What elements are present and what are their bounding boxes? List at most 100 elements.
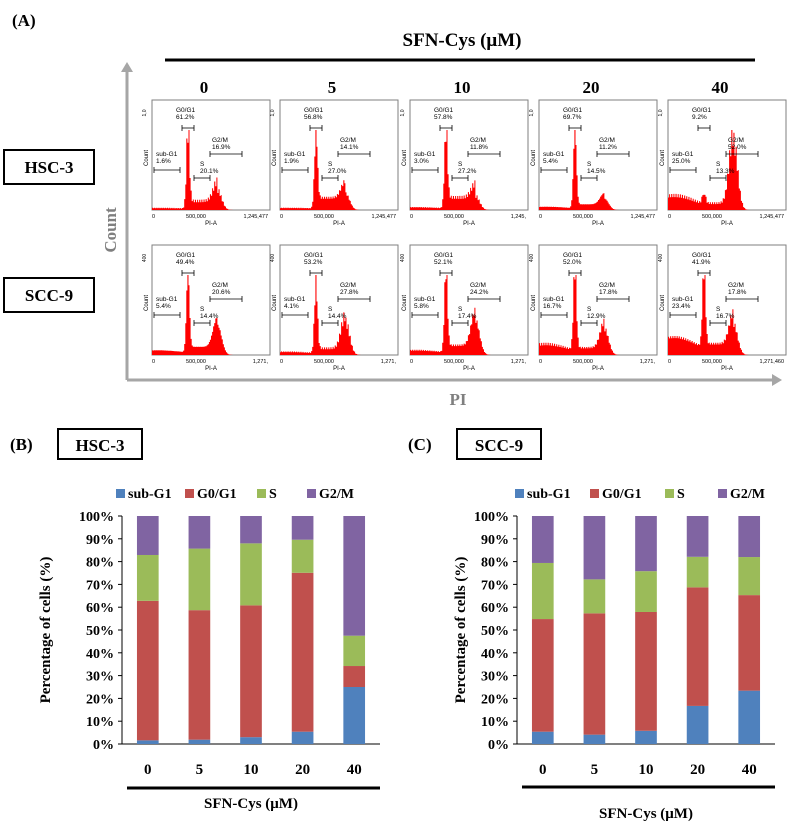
subg1-gate-label: sub-G1 — [414, 296, 436, 303]
histogram-x-label: PI-A — [333, 366, 345, 372]
histogram-x-tick: 500,000 — [314, 359, 334, 365]
subg1-gate-label: sub-G1 — [543, 296, 565, 303]
y-tick-label: 30% — [86, 670, 114, 685]
histogram-trace — [668, 130, 786, 210]
concentration-label: 40 — [712, 78, 729, 97]
bar-segment-s — [635, 571, 657, 612]
y-tick-label: 30% — [481, 670, 509, 685]
y-tick-label: 0% — [488, 738, 509, 753]
chart-title-box — [456, 428, 542, 460]
histogram-x-tick: 0 — [152, 214, 155, 220]
y-tick-label: 40% — [86, 647, 114, 662]
g2m-gate-value: 17.8% — [599, 289, 618, 296]
g2m-gate-value: 24.2% — [470, 289, 489, 296]
subg1-gate-label: sub-G1 — [672, 151, 694, 158]
cell-line-box — [3, 277, 95, 313]
cell-line-label: HSC-3 — [24, 158, 73, 177]
subg1-gate-value: 1.9% — [284, 158, 299, 165]
g0g1-gate-value: 52.0% — [563, 259, 582, 266]
bar-segment-g2m — [738, 516, 761, 558]
g2m-gate-value: 14.1% — [340, 144, 359, 151]
g2m-gate-label: G2/M — [599, 282, 615, 289]
histogram-y-label: Count — [531, 150, 537, 166]
s-gate-label: S — [716, 306, 721, 313]
g0g1-gate-value: 56.8% — [304, 114, 323, 121]
y-tick-label: 90% — [86, 533, 114, 548]
histogram-y-tick: 400 — [400, 254, 406, 263]
y-tick-label: 70% — [481, 578, 509, 593]
bar-segment-g0g1 — [343, 666, 366, 687]
histogram-x-tick: 0 — [152, 359, 155, 365]
legend-swatch — [257, 489, 266, 498]
s-gate-label: S — [458, 306, 463, 313]
bar-segment-g0g1 — [188, 610, 211, 740]
histogram-y-label: Count — [144, 295, 150, 311]
y-tick-label: 20% — [86, 692, 114, 707]
y-tick-label: 70% — [86, 578, 114, 593]
s-gate-label: S — [458, 161, 463, 168]
bar-segment-subg1 — [738, 690, 761, 744]
bar-segment-s — [531, 562, 554, 620]
concentration-label: 20 — [583, 78, 600, 97]
histogram-x-tick: 500,000 — [573, 359, 593, 365]
histogram-x-tick: 1,271, — [253, 359, 269, 365]
bar-segment-g0g1 — [136, 600, 159, 741]
bar-segment-g0g1 — [583, 613, 606, 735]
g2m-gate-value: 20.6% — [212, 289, 231, 296]
histogram-x-tick: 500,000 — [186, 214, 206, 220]
x-tick-label: 40 — [742, 762, 757, 778]
bar-segment-subg1 — [136, 740, 159, 744]
bar-segment-s — [291, 539, 314, 573]
histogram-frame — [538, 99, 658, 211]
subg1-gate-label: sub-G1 — [156, 151, 178, 158]
y-axis-title: Percentage of cells (%) — [453, 557, 469, 704]
cell-line-box — [3, 149, 95, 185]
bar-segment-subg1 — [583, 734, 606, 744]
s-gate-label: S — [328, 306, 333, 313]
s-gate-label: S — [587, 161, 592, 168]
histogram-y-label: Count — [402, 295, 408, 311]
x-tick-label: 10 — [639, 762, 654, 778]
x-tick-label: 0 — [539, 762, 547, 778]
histogram-y-label: Count — [531, 295, 537, 311]
x-tick-label: 5 — [591, 762, 599, 778]
s-gate-value: 17.4% — [458, 313, 477, 320]
g0g1-gate-label: G0/G1 — [434, 107, 454, 114]
histogram-x-tick: 500,000 — [702, 359, 722, 365]
x-axis-title: SFN-Cys (μM) — [204, 796, 298, 812]
panel-a-label: (A) — [12, 11, 36, 30]
concentration-labels: 0 5 10 20 40 — [200, 78, 729, 97]
g2m-gate-value: 16.9% — [212, 144, 231, 151]
subg1-gate-value: 4.1% — [284, 303, 299, 310]
g0g1-gate-value: 9.2% — [692, 114, 707, 121]
subg1-gate-label: sub-G1 — [414, 151, 436, 158]
histogram-y-label: Count — [402, 150, 408, 166]
histogram-x-label: PI-A — [592, 366, 604, 372]
histogram-x-tick: 0 — [280, 214, 283, 220]
g2m-gate-label: G2/M — [470, 282, 486, 289]
histogram-y-label: Count — [144, 150, 150, 166]
bar-segment-g0g1 — [686, 587, 709, 706]
histogram-x-tick: 500,000 — [444, 214, 464, 220]
legend-swatch — [590, 489, 599, 498]
legend-swatch — [718, 489, 727, 498]
histogram-y-tick: 1,0 — [142, 109, 148, 116]
s-gate-value: 14.5% — [587, 168, 606, 175]
histogram-x-tick: 500,000 — [444, 359, 464, 365]
g0g1-gate-value: 69.7% — [563, 114, 582, 121]
bar-segment-subg1 — [343, 687, 366, 744]
g0g1-gate-label: G0/G1 — [563, 252, 583, 259]
y-tick-label: 60% — [86, 601, 114, 616]
bar-segment-subg1 — [240, 737, 262, 744]
histogram-x-tick: 0 — [410, 214, 413, 220]
x-axis-title: SFN-Cys (μM) — [599, 806, 693, 822]
legend-label: G2/M — [319, 487, 354, 502]
legend-swatch — [515, 489, 524, 498]
bar-segment-s — [136, 554, 159, 601]
y-tick-label: 50% — [481, 624, 509, 639]
